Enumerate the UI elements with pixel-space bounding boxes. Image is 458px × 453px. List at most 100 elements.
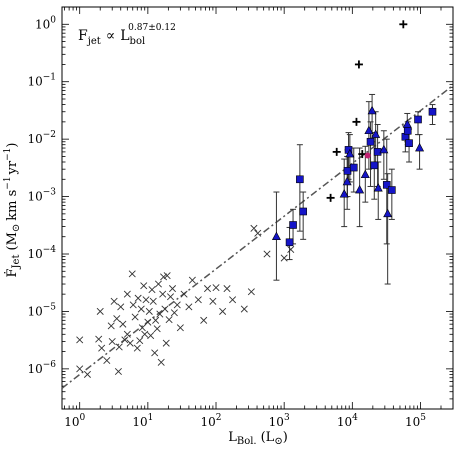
x-marker — [200, 316, 208, 324]
x-tick-label: 102 — [201, 413, 222, 429]
square-marker — [299, 207, 307, 216]
y-tick-label: 10−2 — [27, 130, 56, 146]
triangle-marker — [364, 125, 374, 135]
x-marker — [209, 297, 217, 305]
fit-line — [61, 84, 454, 389]
plus-marker — [332, 147, 341, 156]
square-marker — [285, 238, 294, 247]
x-marker — [110, 297, 118, 305]
x-marker — [138, 324, 146, 332]
axis-ticks — [62, 6, 454, 410]
plus-marker — [326, 193, 335, 202]
x-axis-label: LBol. (L⊙) — [228, 430, 288, 447]
square-marker — [289, 221, 297, 229]
x-tick-label: 100 — [64, 413, 85, 429]
x-marker — [145, 307, 153, 315]
triangle-marker — [379, 144, 389, 154]
x-marker — [76, 336, 84, 344]
x-marker — [194, 296, 202, 304]
x-marker — [165, 316, 173, 324]
plus-marker — [399, 20, 408, 29]
plot-frame — [61, 6, 454, 410]
square-marker — [388, 186, 396, 194]
x-marker — [117, 303, 125, 311]
y-tick-label: 10−4 — [27, 245, 56, 261]
triangle-marker — [367, 105, 377, 115]
x-marker — [280, 254, 288, 262]
x-tick-label: 101 — [132, 413, 153, 429]
x-marker — [144, 318, 152, 326]
y-tick-label: 10−3 — [27, 188, 56, 204]
errorbars — [273, 93, 436, 285]
x-marker — [147, 332, 155, 340]
square-marker — [403, 126, 412, 135]
y-tick-label: 100 — [35, 15, 56, 31]
x-tick-label: 105 — [405, 413, 426, 429]
x-tick-labels: 100 101 102 103 104 105 — [64, 413, 426, 429]
x-marker — [114, 367, 122, 376]
x-marker — [123, 330, 131, 338]
x-marker — [229, 296, 237, 304]
x-marker — [188, 276, 196, 284]
x-marker — [166, 293, 175, 301]
triangle-marker — [373, 183, 383, 192]
x-marker — [107, 322, 115, 330]
x-marker — [103, 356, 111, 364]
x-marker — [250, 224, 258, 232]
x-marker — [83, 370, 91, 378]
triangle-marker — [271, 231, 281, 241]
x-marker — [142, 296, 150, 304]
x-marker — [148, 286, 156, 294]
x-marker — [126, 339, 134, 347]
x-marker — [163, 272, 171, 280]
x-marker — [96, 307, 104, 315]
x-marker — [131, 313, 139, 321]
x-marker — [108, 337, 116, 345]
x-marker — [121, 336, 129, 344]
x-marker — [212, 284, 220, 292]
plus-marker — [352, 117, 361, 126]
plus-marker — [358, 150, 367, 159]
x-marker — [95, 335, 103, 343]
x-marker — [134, 294, 142, 302]
x-marker — [240, 305, 248, 313]
x-marker — [151, 349, 159, 357]
x-marker — [152, 316, 160, 324]
x-marker — [168, 285, 177, 293]
triangle-marker — [339, 189, 349, 198]
x-marker — [176, 324, 184, 332]
x-marker — [153, 325, 161, 333]
square-marker — [428, 107, 437, 116]
x-marker — [180, 290, 188, 298]
x-marker — [137, 305, 145, 313]
x-marker — [162, 339, 170, 347]
square-marker — [296, 175, 304, 184]
x-marker — [223, 285, 231, 293]
triangle-marker — [402, 119, 412, 128]
x-marker — [170, 309, 178, 317]
square-marker — [349, 163, 358, 172]
x-marker — [219, 307, 227, 315]
triangle-marker — [371, 129, 381, 138]
triangle-marker — [415, 142, 425, 152]
y-axis-label: ḞJet(M⊙km s−1yr−1) — [3, 143, 22, 278]
y-tick-label: 10−6 — [27, 360, 56, 376]
square-marker — [370, 161, 379, 170]
x-marker — [203, 285, 212, 293]
square-marker — [382, 181, 391, 189]
square-marker — [343, 167, 352, 175]
x-marker — [115, 343, 123, 351]
x-marker — [159, 290, 167, 298]
x-marker — [129, 301, 137, 309]
data-markers — [76, 20, 437, 378]
x-marker — [140, 282, 148, 290]
square-marker — [366, 137, 375, 146]
square-marker — [414, 115, 422, 124]
circle-marker — [364, 152, 371, 159]
triangle-marker — [383, 208, 393, 218]
y-tick-label: 10−5 — [27, 302, 56, 318]
x-marker — [133, 344, 141, 352]
x-marker — [76, 365, 84, 373]
x-marker — [157, 358, 165, 366]
